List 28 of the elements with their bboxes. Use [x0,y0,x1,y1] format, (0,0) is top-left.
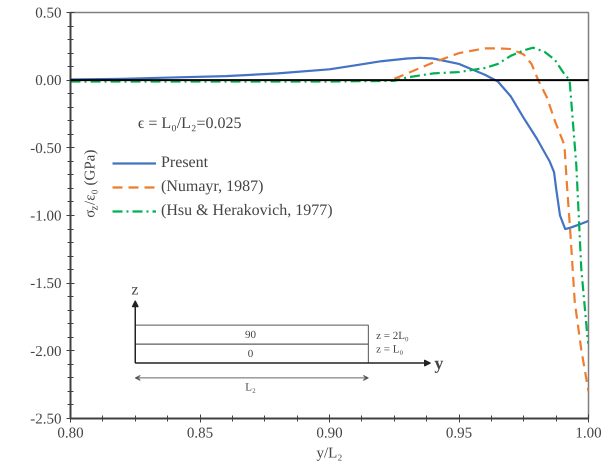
x-tick-label: 0.80 [57,426,84,442]
y-tick-label: -2.00 [30,344,62,360]
annotation: ϵ = L₀/L₂=0.025 [138,114,242,132]
x-tick-label: 0.85 [186,426,214,442]
y-tick-label: 0.00 [35,73,62,90]
legend-label: (Hsu & Herakovich, 1977) [161,202,333,220]
annotation: 0 [248,348,254,360]
annotation: z = 2L₀ [376,330,409,342]
y-tick-label: -2.50 [30,412,62,428]
annotation: 90 [245,328,257,341]
x-tick-label: 1.00 [575,426,602,442]
line-series [70,56,588,230]
y-tick-label: -0.50 [30,140,62,157]
annotation: z [131,281,138,298]
x-tick-label: 0.90 [316,426,343,442]
x-axis-title: y/L₂ [316,446,343,462]
y-tick-label: -1.00 [30,208,62,224]
annotation: y [434,353,444,374]
annotation: z = L₀ [376,343,404,356]
legend-label: (Numayr, 1987) [161,178,264,196]
line-series [393,47,588,393]
y-axis-title: σz/ε₀ (GPa) [82,150,100,218]
annotation: L₂ [245,381,256,394]
x-tick-label: 0.95 [446,426,472,442]
line-series [70,46,588,346]
y-tick-label: -1.50 [30,276,62,292]
y-tick-label: 0.50 [35,6,62,22]
legend-label: Present [161,154,208,172]
